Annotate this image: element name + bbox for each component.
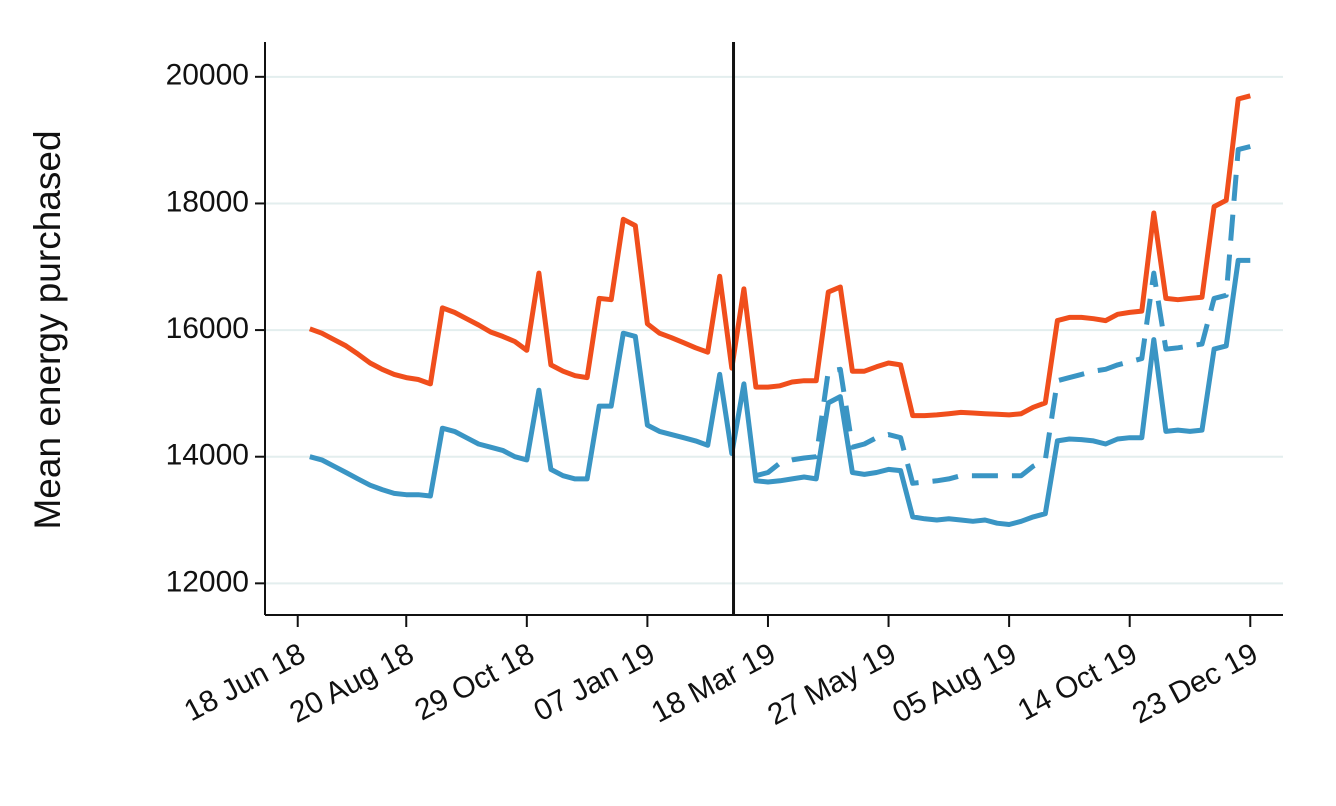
x-tick-label: 27 May 19 [762,637,901,732]
y-tick-label: 14000 [166,439,249,472]
y-tick-label: 18000 [166,185,249,218]
series-line [308,93,1251,419]
y-axis-label: Mean energy purchased [27,130,68,529]
y-tick-label: 12000 [166,565,249,598]
y-tick-label: 16000 [166,312,249,345]
x-tick-label: 05 Aug 19 [887,637,1022,730]
x-tick-label: 18 Mar 19 [646,637,781,730]
y-tick-label: 20000 [166,59,249,92]
x-tick-label: 29 Oct 18 [409,637,539,727]
x-tick-label: 14 Oct 19 [1012,637,1142,727]
x-tick-label: 20 Aug 18 [284,637,419,730]
x-tick-label: 07 Jan 19 [529,637,661,728]
x-tick-label: 23 Dec 19 [1127,637,1263,730]
series-line [755,144,1251,486]
series-line [309,257,1251,527]
